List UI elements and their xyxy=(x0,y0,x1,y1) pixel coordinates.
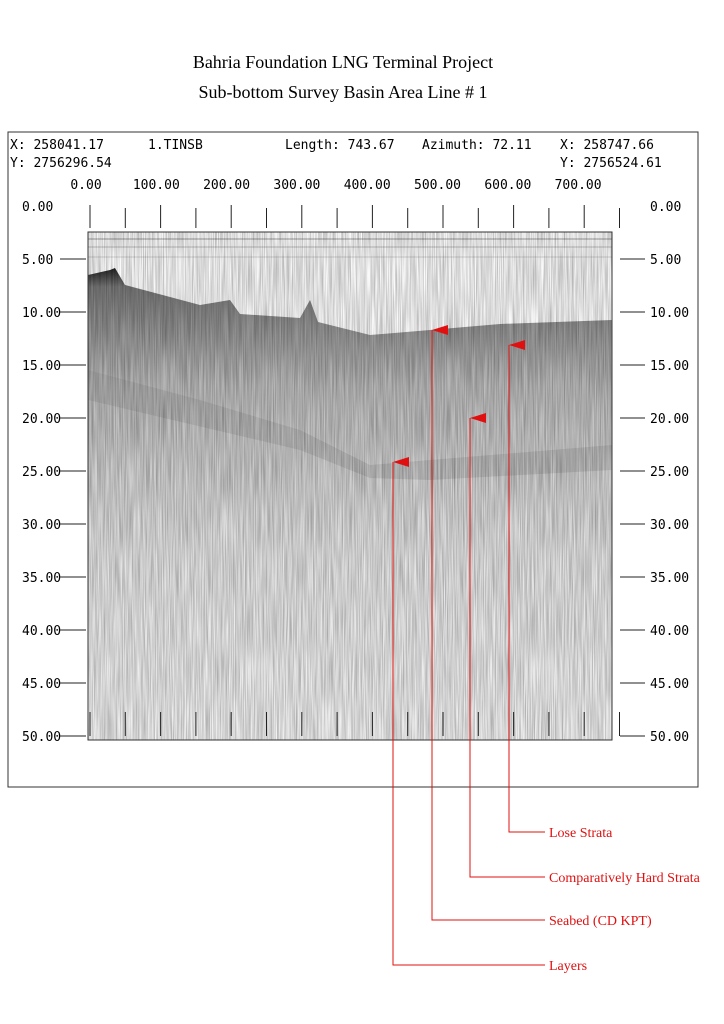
x-tick-label: 100.00 xyxy=(133,178,180,193)
y-tick-label: 5.00 xyxy=(650,253,681,268)
frame xyxy=(7,131,699,788)
y-tick-label: 30.00 xyxy=(22,518,61,533)
annotation: Comparatively Hard Strata xyxy=(549,871,701,886)
y-tick-label: 20.00 xyxy=(650,412,689,427)
annotation: Layers xyxy=(549,959,587,974)
start-y: Y: 2756296.54 xyxy=(10,156,112,171)
title: Bahria Foundation LNG Terminal Project xyxy=(193,52,493,72)
axis-ticks: 0.00 100.00 200.00 300.00 400.00 500.00 600.00… xyxy=(22,178,689,745)
y-tick-label: 40.00 xyxy=(650,624,689,639)
y-tick-label: 50.00 xyxy=(650,730,689,745)
y-tick-label: 45.00 xyxy=(22,677,61,692)
x-tick-label: 0.00 xyxy=(70,178,101,193)
y-tick-label: 0.00 xyxy=(650,200,681,215)
annotation: Lose Strata xyxy=(549,826,613,841)
x-tick-label: 600.00 xyxy=(484,178,531,193)
y-tick-label: 45.00 xyxy=(650,677,689,692)
end-y: Y: 2756524.61 xyxy=(560,156,662,171)
y-tick-label: 25.00 xyxy=(650,465,689,480)
y-tick-label: 50.00 xyxy=(22,730,61,745)
annotations xyxy=(392,325,545,966)
y-tick-label: 20.00 xyxy=(22,412,61,427)
y-tick-label: 40.00 xyxy=(22,624,61,639)
x-tick-label: 700.00 xyxy=(555,178,602,193)
y-tick-label: 30.00 xyxy=(650,518,689,533)
y-tick-label: 35.00 xyxy=(650,571,689,586)
y-tick-label: 5.00 xyxy=(22,253,53,268)
subtitle: Sub-bottom Survey Basin Area Line # 1 xyxy=(199,82,488,102)
y-tick-label: 10.00 xyxy=(650,306,689,321)
x-tick-label: 300.00 xyxy=(273,178,320,193)
length: Length: 743.67 xyxy=(285,138,395,153)
x-tick-label: 200.00 xyxy=(203,178,250,193)
y-tick-label: 15.00 xyxy=(650,359,689,374)
y-tick-label: 25.00 xyxy=(22,465,61,480)
line-name: 1.TINSB xyxy=(148,138,203,153)
y-tick-label: 0.00 xyxy=(22,200,53,215)
end-x: X: 258747.66 xyxy=(560,138,654,153)
x-tick-label: 400.00 xyxy=(344,178,391,193)
start-x: X: 258041.17 xyxy=(10,138,104,153)
y-tick-label: 15.00 xyxy=(22,359,61,374)
profile xyxy=(87,231,613,741)
annotation: Seabed (CD KPT) xyxy=(549,914,652,929)
azimuth: Azimuth: 72.11 xyxy=(422,138,532,153)
y-tick-label: 35.00 xyxy=(22,571,61,586)
y-tick-label: 10.00 xyxy=(22,306,61,321)
x-tick-label: 500.00 xyxy=(414,178,461,193)
